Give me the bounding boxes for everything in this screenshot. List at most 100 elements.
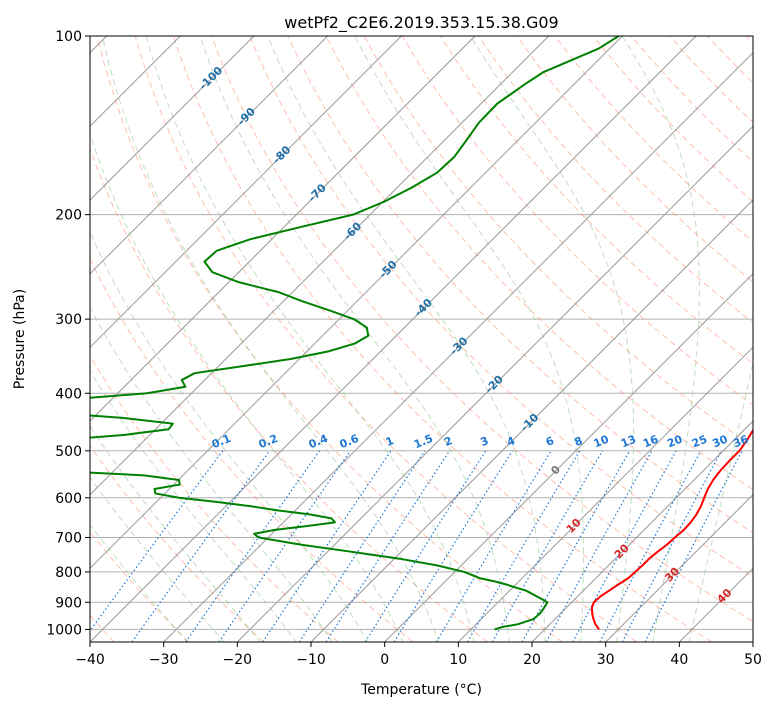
isotherm-label: 10 [564,516,584,536]
mixing-ratio-line [435,450,552,642]
moist-adiabat [470,36,635,642]
moist-adiabat [90,369,297,642]
x-tick-label: −10 [296,652,326,668]
mixing-ratio-label: 25 [690,433,709,451]
plot-frame [89,35,754,643]
isotherm [457,346,753,642]
dewpoint-profile-line [90,36,620,631]
isotherm [678,567,753,642]
isotherm [90,36,329,275]
mixing-ratio-label: 16 [641,433,660,451]
dry-adiabat [440,36,753,365]
dry-adiabat [249,36,753,578]
isotherm-label: 30 [662,564,682,584]
x-axis-label: Temperature (°C) [360,682,482,698]
isotherm [90,36,476,422]
moist-adiabat [90,132,404,642]
mixing-ratio-line [599,450,702,642]
mixing-ratio-line [572,450,677,642]
isotherm [531,420,753,642]
moist-adiabat [621,36,700,642]
x-tick-label: 50 [744,652,762,668]
mixing-ratio-line [325,450,451,642]
y-tick-label: 100 [55,29,82,45]
moist-adiabat [145,36,475,642]
dry-adiabat [90,147,488,642]
dry-adiabat [90,354,339,642]
mixing-ratio-label: 13 [619,433,638,451]
isotherm-label: -60 [341,219,364,242]
mixing-ratio-label: 0.4 [307,432,330,451]
data-series [90,36,753,631]
y-tick-label: 400 [55,386,82,402]
mixing-ratio-label: 2 [442,434,454,449]
mixing-ratio-line [185,450,321,642]
moist-adiabat [354,36,585,642]
y-tick-label: 300 [55,312,82,328]
mixing-ratio-line [466,450,581,642]
y-tick-label: 700 [55,531,82,547]
plot-area [90,36,753,642]
moist-adiabat [90,306,333,642]
mixing-ratio-line [218,450,351,642]
dry-adiabat [96,36,563,642]
dry-adiabat [745,36,753,45]
x-tick-label: 10 [449,652,467,668]
mixing-ratio-label: 30 [711,433,730,451]
mixing-ratio-label: 3 [478,434,490,449]
isotherm [605,493,753,642]
mixing-ratio-label: 36 [731,433,750,451]
moist-adiabat [688,360,753,642]
moist-adiabat [199,36,510,642]
x-tick-label: 30 [597,652,615,668]
isotherm [90,36,623,570]
moist-adiabat [267,36,546,642]
dry-adiabat [90,444,264,642]
moist-adiabat [90,230,369,642]
y-tick-label: 500 [55,444,82,460]
dry-adiabat [134,36,638,642]
y-axis-label: Pressure (hPa) [12,289,28,389]
mixing-ratio-lines [90,450,743,642]
isotherm-label: -50 [376,258,399,281]
mixing-ratio-label: 6 [544,434,556,449]
x-tick-label: 0 [380,652,389,668]
x-tick-label: −30 [149,652,179,668]
mixing-ratio-line [644,450,743,642]
mixing-ratio-line [90,450,224,632]
mixing-ratio-label: 10 [592,433,611,451]
isotherm-label: -100 [197,64,226,93]
isotherm [90,36,550,496]
mixing-ratio-line [364,450,487,642]
dry-adiabat [669,36,753,124]
isotherm [310,199,753,642]
mixing-ratio-line [262,450,392,642]
dry-adiabat [90,530,190,642]
x-axis-ticks: −40 −30 −20 −10 0 10 20 30 40 50 [75,642,762,668]
moist-adiabat [101,36,439,642]
isotherm [236,125,753,642]
isotherm [90,36,255,201]
dry-adiabat [707,36,753,84]
mixing-ratio-line [298,450,426,642]
y-tick-label: 600 [55,491,82,507]
moist-adiabat [90,523,188,642]
dry-adiabat [287,36,753,534]
mixing-ratio-line [521,450,631,642]
x-tick-label: −20 [223,652,253,668]
dry-adiabat [211,36,753,623]
x-tick-label: 40 [670,652,688,668]
mixing-ratio-label: 20 [665,433,684,451]
line-annotations: -100-90-80-70-60-50-40-30-20-10010203040… [197,64,751,606]
isotherm [752,641,753,642]
mixing-ratio-line [131,450,271,642]
y-tick-label: 900 [55,595,82,611]
isotherm-label: 0 [548,463,563,478]
moist-adiabat [90,425,261,642]
dry-adiabat [554,36,753,243]
isotherm [90,36,402,349]
y-tick-label: 200 [55,208,82,224]
isotherms [90,36,753,642]
moist-adiabat [90,476,225,642]
dry-adiabats [90,36,753,642]
